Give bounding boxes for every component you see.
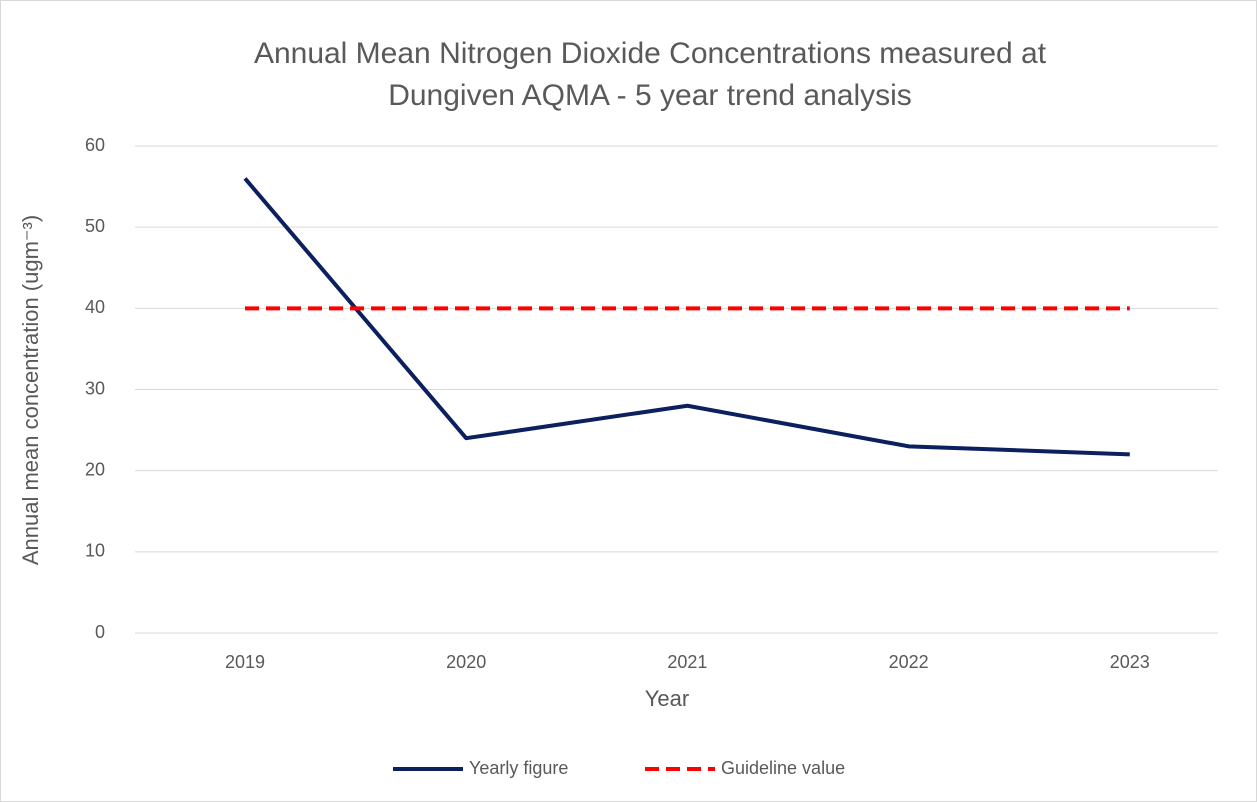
legend-label: Guideline value — [721, 758, 845, 778]
x-tick-label: 2022 — [889, 652, 929, 672]
x-tick-label: 2021 — [667, 652, 707, 672]
y-tick-label: 0 — [95, 622, 105, 642]
x-tick-label: 2020 — [446, 652, 486, 672]
x-axis-label: Year — [645, 686, 689, 711]
x-tick-label: 2023 — [1110, 652, 1150, 672]
chart-title: Annual Mean Nitrogen Dioxide Concentrati… — [254, 37, 1047, 70]
legend-label: Yearly figure — [469, 758, 568, 778]
chart-title: Dungiven AQMA - 5 year trend analysis — [388, 79, 912, 112]
y-tick-label: 10 — [85, 541, 105, 561]
y-axis-label: Annual mean concentration (ugm⁻³) — [18, 215, 43, 565]
y-tick-label: 20 — [85, 459, 105, 479]
y-tick-label: 40 — [85, 297, 105, 317]
y-tick-label: 30 — [85, 378, 105, 398]
series-line — [243, 177, 1130, 457]
x-tick-label: 2019 — [225, 652, 265, 672]
y-tick-label: 60 — [85, 135, 105, 155]
y-tick-label: 50 — [85, 216, 105, 236]
